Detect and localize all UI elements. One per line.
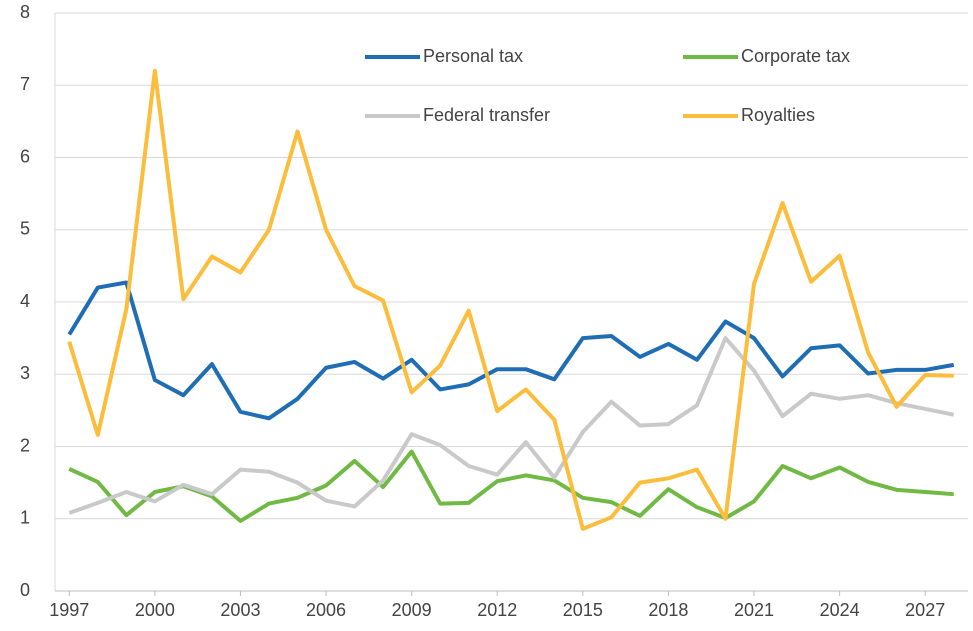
x-tick-label: 2009: [392, 600, 432, 620]
legend-label: Corporate tax: [741, 46, 850, 66]
series-line: [67, 68, 954, 531]
x-tick-label: 2024: [820, 600, 860, 620]
x-tick-label: 2027: [905, 600, 945, 620]
y-tick-label: 8: [20, 2, 30, 22]
y-tick-label: 1: [20, 508, 30, 528]
y-tick-label: 5: [20, 219, 30, 239]
y-tick-label: 7: [20, 74, 30, 94]
series-line: [67, 280, 955, 421]
series-line: [68, 449, 954, 523]
x-tick-label: 2003: [220, 600, 260, 620]
x-tick-label: 2012: [477, 600, 517, 620]
x-tick-label: 2018: [648, 600, 688, 620]
y-tick-label: 6: [20, 146, 30, 166]
legend-label: Royalties: [741, 105, 815, 125]
y-tick-label: 3: [20, 363, 30, 383]
legend-label: Personal tax: [423, 46, 523, 66]
x-tick-label: 2021: [734, 600, 774, 620]
y-tick-label: 0: [20, 580, 30, 600]
y-tick-label: 2: [20, 435, 30, 455]
legend-label: Federal transfer: [423, 105, 550, 125]
series-line: [68, 336, 955, 515]
x-tick-label: 1997: [49, 600, 89, 620]
x-tick-label: 2006: [306, 600, 346, 620]
y-tick-label: 4: [20, 291, 30, 311]
x-tick-label: 2015: [563, 600, 603, 620]
x-tick-label: 2000: [135, 600, 175, 620]
